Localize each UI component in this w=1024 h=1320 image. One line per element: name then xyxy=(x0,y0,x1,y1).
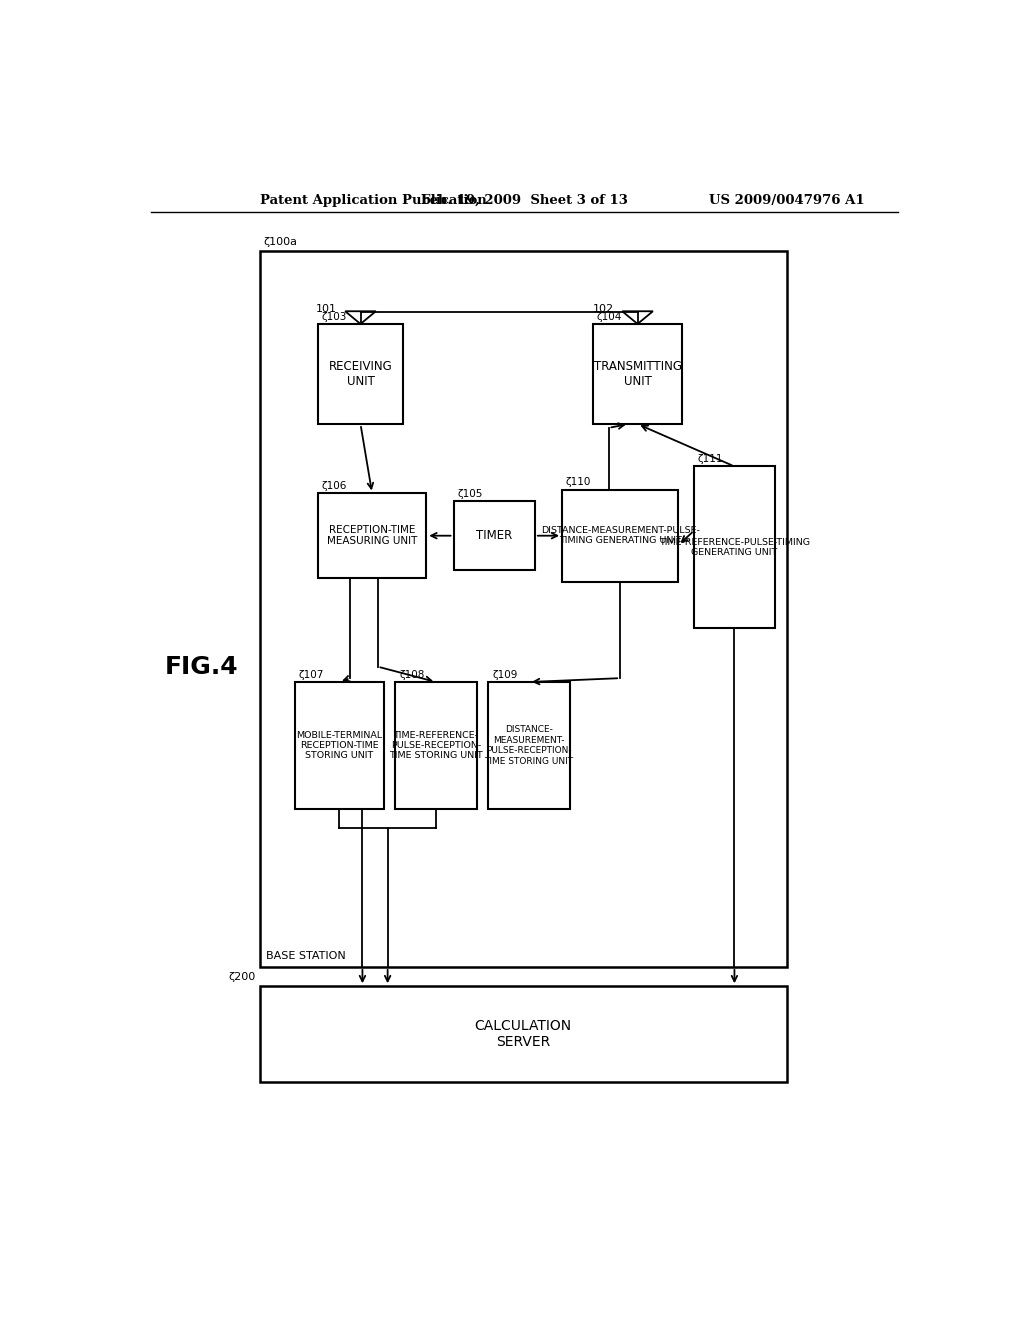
Text: TIMER: TIMER xyxy=(476,529,512,543)
Text: RECEPTION-TIME
MEASURING UNIT: RECEPTION-TIME MEASURING UNIT xyxy=(327,525,418,546)
Bar xyxy=(295,682,384,809)
Text: ζ103: ζ103 xyxy=(322,312,347,322)
Text: DISTANCE-
MEASUREMENT-
PULSE-RECEPTION-
TIME STORING UNIT: DISTANCE- MEASUREMENT- PULSE-RECEPTION- … xyxy=(484,726,573,766)
Bar xyxy=(317,323,403,424)
Bar xyxy=(693,466,775,628)
Text: MOBILE-TERMINAL
RECEPTION-TIME
STORING UNIT: MOBILE-TERMINAL RECEPTION-TIME STORING U… xyxy=(296,731,382,760)
Text: TIME-REFERENCE-PULSE-TIMING
GENERATING UNIT: TIME-REFERENCE-PULSE-TIMING GENERATING U… xyxy=(658,537,810,557)
Text: ζ100a: ζ100a xyxy=(263,238,298,247)
Text: 102: 102 xyxy=(593,304,614,314)
Text: ζ108: ζ108 xyxy=(399,669,425,680)
Text: US 2009/0047976 A1: US 2009/0047976 A1 xyxy=(709,194,864,207)
Text: Feb. 19, 2009  Sheet 3 of 13: Feb. 19, 2009 Sheet 3 of 13 xyxy=(421,194,629,207)
Text: ζ111: ζ111 xyxy=(697,454,723,465)
Bar xyxy=(260,986,786,1082)
Text: 101: 101 xyxy=(316,304,337,314)
Text: ζ107: ζ107 xyxy=(299,669,324,680)
Text: Patent Application Publication: Patent Application Publication xyxy=(260,194,486,207)
Text: BASE STATION: BASE STATION xyxy=(266,950,346,961)
Text: ζ105: ζ105 xyxy=(458,488,482,499)
Text: ζ106: ζ106 xyxy=(322,480,347,491)
Text: DISTANCE-MEASUREMENT-PULSE-
TIMING GENERATING UNIT: DISTANCE-MEASUREMENT-PULSE- TIMING GENER… xyxy=(541,525,699,545)
Text: CALCULATION
SERVER: CALCULATION SERVER xyxy=(475,1019,571,1049)
Text: ζ200: ζ200 xyxy=(228,973,256,982)
Bar xyxy=(260,251,786,968)
Bar xyxy=(395,682,477,809)
Bar xyxy=(317,494,426,578)
Text: ζ109: ζ109 xyxy=(493,669,517,680)
Text: RECEIVING
UNIT: RECEIVING UNIT xyxy=(329,360,392,388)
Bar xyxy=(454,502,535,570)
Text: TRANSMITTING
UNIT: TRANSMITTING UNIT xyxy=(594,360,682,388)
Text: TIME-REFERENCE-
PULSE-RECEPTION-
TIME STORING UNIT: TIME-REFERENCE- PULSE-RECEPTION- TIME ST… xyxy=(389,731,483,760)
Bar xyxy=(562,490,678,582)
Bar xyxy=(593,323,682,424)
Bar xyxy=(488,682,569,809)
Text: FIG.4: FIG.4 xyxy=(165,655,239,678)
Text: ζ110: ζ110 xyxy=(566,478,591,487)
Text: ζ104: ζ104 xyxy=(597,312,623,322)
